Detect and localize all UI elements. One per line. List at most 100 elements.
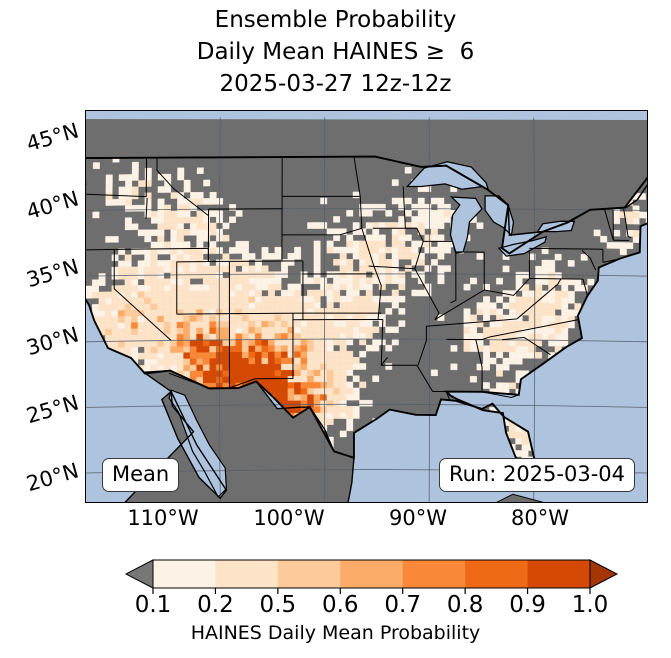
grid-cell [391, 252, 399, 260]
grid-cell [183, 364, 191, 372]
grid-cell [489, 327, 497, 334]
grid-cell [183, 358, 191, 365]
grid-cell [209, 364, 217, 371]
grid-cell [144, 340, 152, 347]
state-border [353, 156, 361, 197]
grid-cell [137, 297, 145, 304]
grid-cell [157, 266, 165, 273]
grid-cell [235, 290, 243, 297]
grid-cell [235, 376, 243, 383]
grid-cell [535, 265, 543, 273]
grid-cell [561, 296, 569, 304]
grid-cell [294, 351, 302, 358]
grid-cell [235, 284, 243, 291]
grid-cell [183, 216, 191, 224]
grid-cell [378, 222, 386, 229]
grid-cell [411, 252, 419, 260]
grid-cell [255, 351, 262, 359]
grid-cell [339, 344, 347, 352]
grid-cell [483, 351, 490, 359]
grid-cell [196, 370, 204, 378]
grid-cell [92, 279, 99, 287]
grid-cell [118, 198, 126, 206]
grid-cell [202, 339, 210, 347]
grid-cell [502, 364, 510, 371]
state-border [281, 227, 362, 236]
grid-cell [274, 357, 282, 364]
grid-cell [209, 333, 217, 341]
grid-cell [443, 216, 451, 223]
grid-cell [229, 370, 236, 377]
grid-cell [430, 197, 438, 205]
grid-cell [189, 358, 197, 365]
grid-cell [176, 272, 184, 279]
grid-cell [548, 272, 556, 279]
grid-cell [176, 284, 184, 292]
grid-cell [385, 326, 393, 333]
grid-cell [561, 327, 569, 335]
grid-cell [385, 222, 393, 229]
grid-cell [222, 364, 230, 371]
grid-cell [268, 320, 275, 328]
grid-cell [326, 326, 334, 334]
grid-cell [170, 290, 178, 298]
state-border [489, 319, 578, 338]
grid-cell [86, 285, 93, 293]
grid-cell [268, 339, 275, 346]
map-annotation-run: Run: 2025-03-04 [438, 458, 635, 492]
grid-cell [170, 253, 178, 261]
grid-cell [150, 364, 158, 372]
grid-cell [352, 387, 360, 395]
grid-cell [281, 369, 288, 377]
state-border [156, 157, 209, 217]
grid-cell [424, 234, 432, 242]
grid-cell [496, 296, 503, 303]
grid-cell [111, 285, 119, 292]
grid-cell [209, 345, 217, 353]
grid-cell [131, 297, 138, 304]
grid-cell [463, 332, 471, 340]
grid-cell [137, 321, 145, 329]
grid-cell [352, 357, 360, 364]
grid-cell [365, 326, 373, 333]
grid-cell [326, 418, 334, 425]
grid-cell [307, 302, 314, 309]
state-border [529, 247, 603, 250]
grid-cell [241, 271, 249, 279]
grid-cell [261, 363, 269, 371]
grid-cell [150, 266, 158, 273]
grid-cell [176, 253, 184, 261]
grid-cell [515, 345, 523, 353]
grid-cell [261, 369, 269, 377]
grid-cell [333, 234, 341, 242]
grid-cell [144, 204, 152, 212]
grid-cell [515, 339, 523, 347]
grid-cell [235, 345, 243, 353]
state-border [581, 249, 597, 271]
grid-cell [606, 242, 614, 249]
grid-cell [522, 321, 530, 328]
grid-cell [359, 326, 367, 333]
grid-cell [554, 339, 562, 347]
colorbar-segment [465, 560, 528, 588]
grid-cell [515, 314, 523, 322]
grid-cell [613, 217, 621, 225]
grid-cell [476, 339, 484, 346]
grid-cell [222, 357, 230, 365]
grid-cell [241, 283, 249, 291]
grid-cell [222, 351, 230, 359]
grid-cell [502, 345, 510, 353]
grid-cell [632, 236, 640, 243]
grid-cell [515, 271, 523, 279]
grid-cell [294, 283, 302, 291]
grid-cell [261, 265, 269, 272]
grid-cell [548, 259, 556, 267]
grid-cell [124, 223, 132, 231]
grid-cell [307, 351, 315, 358]
grid-cell [496, 351, 503, 359]
grid-cell [398, 308, 406, 315]
grid-cell [92, 285, 99, 293]
grid-cell [255, 332, 262, 340]
grid-cell [391, 222, 399, 229]
grid-cell [307, 387, 315, 395]
